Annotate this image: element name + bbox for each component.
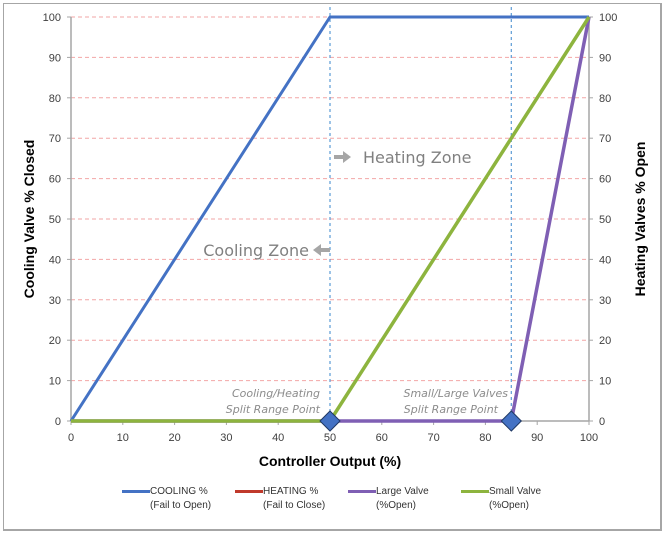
y-tick-label: 50 [49, 214, 61, 226]
y-tick-label: 0 [55, 416, 61, 428]
series-line [69, 15, 589, 422]
legend: COOLING % (Fail to Open) HEATING % (Fail… [122, 485, 574, 513]
y-tick-label-right: 50 [599, 214, 611, 226]
y-tick-label-right: 20 [599, 335, 611, 347]
legend-item-large-valve: Large Valve (%Open) [348, 485, 461, 513]
split-note-1: Split Range Point [226, 403, 321, 416]
y-tick-label-right: 100 [599, 12, 617, 24]
heating-zone-label: Heating Zone [363, 148, 472, 167]
chart-frame [3, 3, 662, 531]
arrow-left-icon [313, 244, 330, 256]
y-tick-label-right: 40 [599, 254, 611, 266]
cooling-zone-label: Cooling Zone [203, 241, 309, 260]
y-tick-label: 30 [49, 295, 61, 307]
split-point-diamond-icon [319, 410, 341, 432]
legend-label: Small Valve (%Open) [489, 486, 542, 511]
y-tick-label-right: 30 [599, 295, 611, 307]
x-tick-label: 20 [168, 432, 180, 444]
y-tick-label: 60 [49, 174, 61, 186]
legend-label: Large Valve (%Open) [376, 486, 429, 511]
x-tick-label: 100 [580, 432, 598, 444]
legend-item-cooling: COOLING % (Fail to Open) [122, 485, 235, 513]
legend-swatch-icon [122, 490, 150, 493]
x-tick-label: 60 [376, 432, 388, 444]
y-tick-label-right: 90 [599, 52, 611, 64]
arrow-right-icon [334, 151, 351, 163]
y-tick-label: 100 [43, 12, 61, 24]
legend-swatch-icon [348, 490, 376, 493]
y-tick-label: 10 [49, 376, 61, 388]
x-tick-label: 0 [68, 432, 74, 444]
legend-swatch-icon [235, 490, 263, 493]
x-tick-label: 30 [220, 432, 232, 444]
split-note-2: Split Range Point [404, 403, 499, 416]
legend-swatch-icon [461, 490, 489, 493]
y-tick-label-right: 70 [599, 133, 611, 145]
legend-item-small-valve: Small Valve (%Open) [461, 485, 574, 513]
y-tick-label-right: 80 [599, 93, 611, 105]
x-tick-label: 40 [272, 432, 284, 444]
x-tick-label: 90 [531, 432, 543, 444]
y-tick-label-right: 60 [599, 174, 611, 186]
legend-label: COOLING % (Fail to Open) [150, 486, 212, 511]
y-tick-label: 20 [49, 335, 61, 347]
x-tick-label: 10 [117, 432, 129, 444]
y-axis-title-right: Heating Valves % Open [632, 142, 648, 297]
y-axis-title-left: Cooling Valve % Closed [21, 140, 37, 299]
legend-label: HEATING % (Fail to Close) [263, 486, 326, 511]
split-note-2: Small/Large Valves [403, 387, 508, 400]
x-tick-label: 80 [479, 432, 491, 444]
y-tick-label: 90 [49, 52, 61, 64]
x-axis-title: Controller Output (%) [259, 453, 401, 469]
split-point-diamond-icon [500, 410, 523, 432]
x-tick-label: 70 [427, 432, 439, 444]
x-tick-label: 50 [324, 432, 336, 444]
y-tick-label: 70 [49, 133, 61, 145]
legend-item-heating: HEATING % (Fail to Close) [235, 485, 348, 513]
y-tick-label-right: 0 [599, 416, 605, 428]
y-tick-label: 40 [49, 254, 61, 266]
y-tick-label-right: 10 [599, 376, 611, 388]
y-tick-label: 80 [49, 93, 61, 105]
split-note-1: Cooling/Heating [232, 387, 320, 400]
